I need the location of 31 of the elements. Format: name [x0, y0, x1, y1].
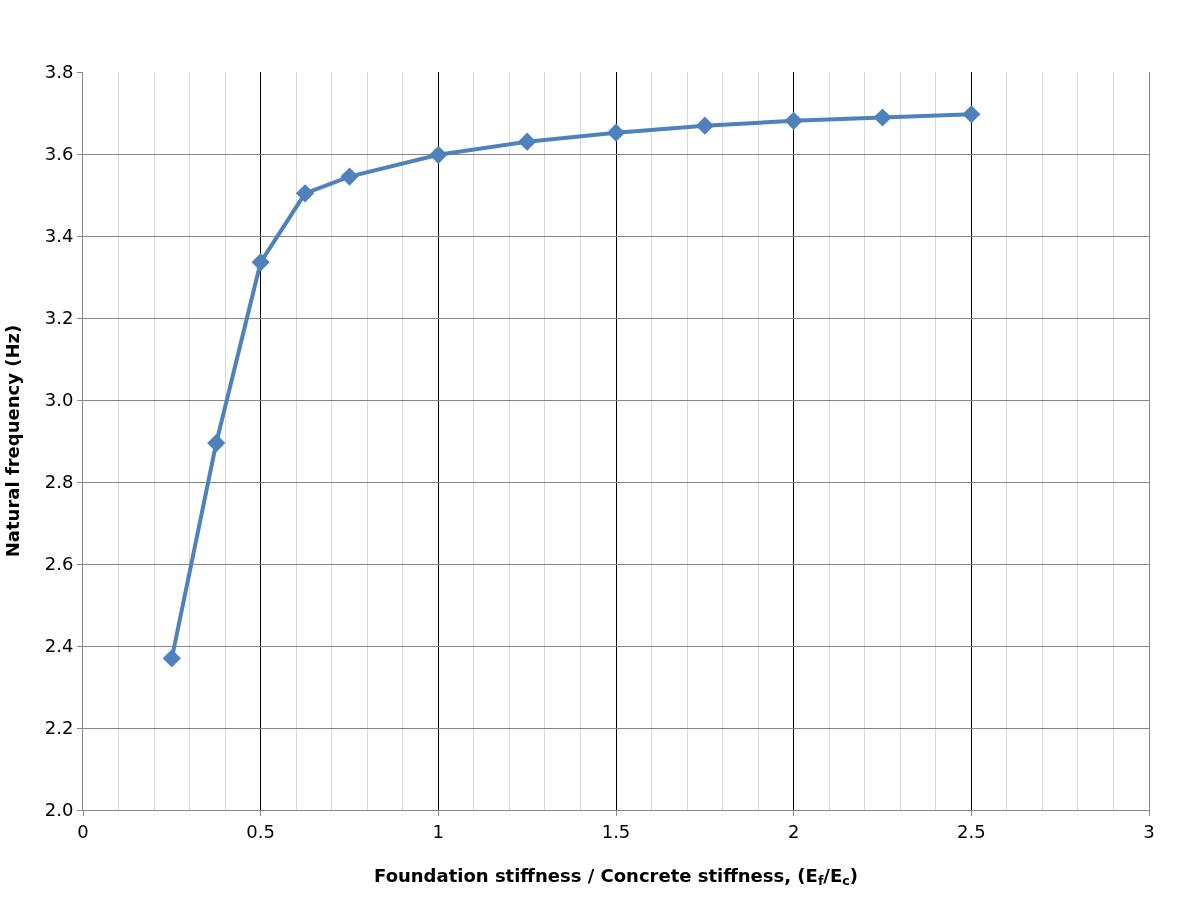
- x-tick-label: 3: [1143, 820, 1155, 842]
- point: [873, 108, 892, 127]
- x-tick-label: 1: [432, 820, 445, 842]
- y-tick-label: 3.8: [44, 61, 74, 83]
- x-tick-label: 2.5: [957, 820, 986, 842]
- y-tick-label: 3.2: [44, 307, 74, 329]
- x-tick-label: 1.5: [601, 820, 631, 842]
- y-tick-label: 3.0: [44, 389, 74, 411]
- y-tick-label: 3.6: [44, 143, 74, 165]
- point: [162, 649, 181, 668]
- point: [207, 433, 226, 453]
- point: [784, 111, 803, 130]
- x-axis-title: Foundation stiffness / Concrete stiffness, (E$_{f}$/E$_{c}$): [374, 864, 858, 889]
- y-tick-label: 2.8: [44, 471, 74, 493]
- y-tick-label: 2.0: [44, 799, 74, 821]
- x-tick-label: 0.5: [246, 820, 275, 842]
- x-tick-label: 2: [787, 820, 800, 842]
- point: [518, 132, 537, 151]
- point: [251, 253, 270, 272]
- y-axis-title: Natural frequency (Hz): [1, 324, 23, 558]
- x-tick-label: 0: [77, 820, 89, 842]
- point: [295, 184, 315, 203]
- point: [695, 116, 714, 135]
- y-tick-label: 2.6: [44, 553, 74, 575]
- point: [340, 167, 359, 186]
- y-tick-label: 2.2: [44, 717, 74, 739]
- point: [606, 123, 626, 142]
- point: [429, 145, 448, 164]
- y-tick-label: 3.4: [44, 225, 74, 247]
- y-tick-label: 2.4: [44, 635, 74, 657]
- point: [962, 105, 981, 124]
